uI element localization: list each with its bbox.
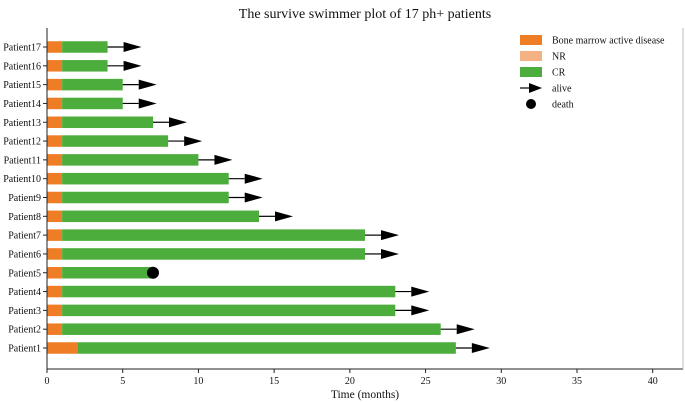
x-tick-label: 20 <box>345 376 355 387</box>
bars-layer <box>47 41 456 354</box>
bar-segment <box>47 41 63 53</box>
x-tick-label: 15 <box>269 376 279 387</box>
bar-segment <box>62 191 229 204</box>
alive-arrow-icon <box>381 248 399 259</box>
legend-label: NR <box>552 52 566 63</box>
alive-arrow-icon <box>381 230 399 241</box>
legend-swatch <box>520 51 542 61</box>
y-tick-label: Patient8 <box>8 212 41 223</box>
bar-segment <box>62 97 123 110</box>
x-axis-label: Time (months) <box>331 389 399 401</box>
x-tick-label: 25 <box>421 376 431 387</box>
x-tick-label: 0 <box>45 376 50 387</box>
y-tick-label: Patient17 <box>3 43 41 54</box>
legend-swatch <box>520 67 542 77</box>
legend: Bone marrow active disease NR CR alive death <box>520 35 665 111</box>
bar-segment <box>62 210 260 223</box>
legend-label: CR <box>552 68 566 79</box>
bar-segment <box>47 97 63 110</box>
bar-segment <box>47 154 63 166</box>
bar-segment <box>47 229 63 241</box>
alive-arrow-icon <box>471 343 490 353</box>
bar-segment <box>47 78 63 91</box>
bar-segment <box>47 267 63 279</box>
bar-segment <box>62 285 396 298</box>
y-tick-label: Patient3 <box>8 306 41 317</box>
y-tick-label: Patient12 <box>3 137 41 148</box>
y-tick-label: Patient13 <box>3 118 41 129</box>
x-tick-label: 30 <box>496 376 506 387</box>
alive-arrow-icon <box>275 211 293 222</box>
bar-segment <box>47 248 63 260</box>
bar-segment <box>47 135 63 147</box>
y-tick-label: Patient5 <box>8 268 41 279</box>
alive-arrow-icon <box>244 173 263 184</box>
bar-segment <box>47 116 63 128</box>
x-tick-label: 10 <box>193 376 203 387</box>
bar-segment <box>47 210 63 223</box>
alive-arrow-icon <box>138 79 157 90</box>
y-tick-label: Patient7 <box>8 231 41 242</box>
alive-arrow-icon <box>456 324 475 335</box>
legend-arrow-icon <box>529 83 542 93</box>
bar-segment <box>62 154 199 166</box>
x-tick-label: 5 <box>120 376 125 387</box>
bar-segment <box>62 304 396 317</box>
y-tick-label: Patient10 <box>3 174 41 185</box>
chart-title: The survive swimmer plot of 17 ph+ patie… <box>239 7 491 22</box>
y-tick-label: Patient6 <box>8 249 41 260</box>
bar-segment <box>77 342 456 354</box>
bar-segment <box>47 285 63 298</box>
y-tick-label: Patient11 <box>4 155 41 166</box>
legend-dot-icon <box>526 99 536 109</box>
death-dot-icon <box>147 266 159 279</box>
y-tick-label: Patient15 <box>3 80 41 91</box>
bar-segment <box>62 323 441 335</box>
legend-label: Bone marrow active disease <box>552 36 665 47</box>
legend-swatch <box>520 35 542 45</box>
bar-segment <box>47 172 63 185</box>
y-tick-label: Patient2 <box>8 325 41 336</box>
bar-segment <box>62 60 108 72</box>
bar-segment <box>62 41 108 53</box>
bar-segment <box>62 116 154 128</box>
alive-arrow-icon <box>138 98 157 109</box>
alive-arrow-icon <box>411 305 430 316</box>
y-tick-label: Patient16 <box>3 61 41 72</box>
legend-label: alive <box>552 84 572 95</box>
y-axis-ticks: Patient1 Patient2 Patient3 Patient4 Patient5… <box>3 43 47 355</box>
alive-arrow-icon <box>169 117 187 128</box>
bar-segment <box>62 78 123 91</box>
alive-arrow-icon <box>244 192 263 203</box>
y-tick-label: Patient14 <box>3 99 41 110</box>
bar-segment <box>47 191 63 204</box>
alive-arrow-icon <box>123 42 142 52</box>
bar-segment <box>47 304 63 317</box>
alive-arrow-icon <box>123 60 142 71</box>
x-tick-label: 35 <box>572 376 582 387</box>
bar-segment <box>62 229 366 241</box>
alive-arrow-icon <box>214 154 233 165</box>
y-tick-label: Patient4 <box>8 287 41 298</box>
bar-segment <box>47 323 63 335</box>
bar-segment <box>62 172 229 185</box>
markers-layer <box>107 42 490 353</box>
legend-label: death <box>552 100 574 111</box>
bar-segment <box>47 342 78 354</box>
bar-segment <box>62 248 366 260</box>
x-tick-label: 40 <box>648 376 658 387</box>
bar-segment <box>62 267 154 279</box>
alive-arrow-icon <box>184 136 203 147</box>
bar-segment <box>47 60 63 72</box>
alive-arrow-icon <box>411 286 430 297</box>
y-tick-label: Patient1 <box>8 344 41 355</box>
y-tick-label: Patient9 <box>8 193 41 204</box>
bar-segment <box>62 135 169 147</box>
x-axis-ticks: 0 5 10 15 20 25 30 35 40 <box>45 369 658 387</box>
